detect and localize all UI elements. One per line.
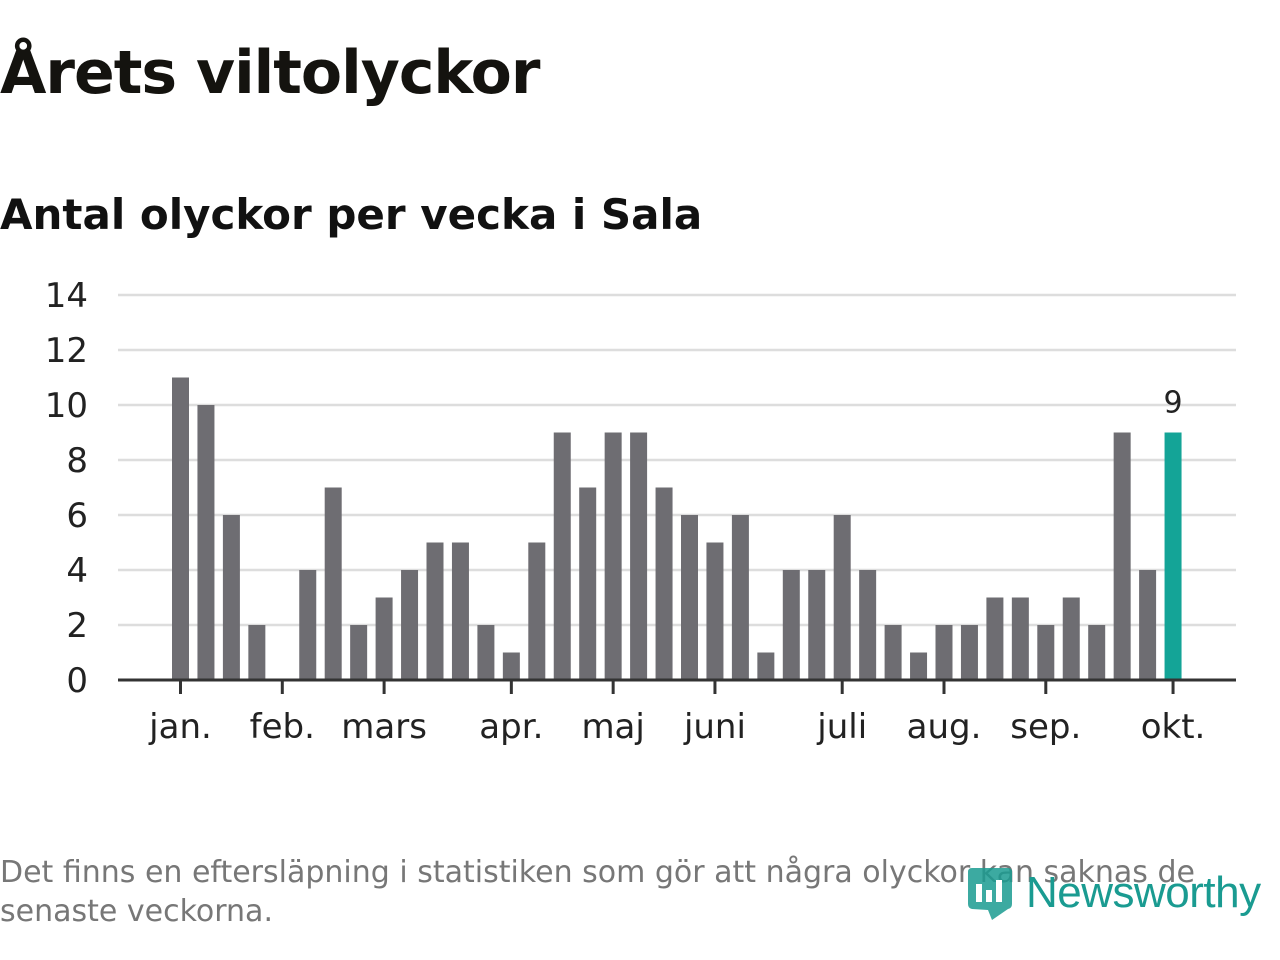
- bar: [451, 542, 469, 680]
- y-tick-label: 6: [66, 496, 88, 536]
- bar: [833, 515, 851, 680]
- x-tick-label: juni: [683, 707, 746, 747]
- x-tick-label: aug.: [907, 707, 982, 747]
- bar: [553, 432, 571, 680]
- x-tick-label: mars: [341, 707, 427, 747]
- x-tick-label: apr.: [479, 707, 543, 747]
- bar: [960, 625, 978, 680]
- x-tick-label: feb.: [250, 707, 315, 747]
- bar: [1139, 570, 1157, 680]
- bar: [1037, 625, 1055, 680]
- newsworthy-logo: Newsworthy: [962, 862, 1261, 924]
- bar: [1011, 597, 1029, 680]
- x-tick-label: jan.: [148, 707, 212, 747]
- bar: [782, 570, 800, 680]
- y-tick-label: 0: [66, 661, 88, 701]
- bar: [1113, 432, 1131, 680]
- bar: [630, 432, 648, 680]
- bar: [222, 515, 240, 680]
- bar: [248, 625, 266, 680]
- gridlines: [118, 293, 1236, 627]
- bar-chart: 0 2 4 6 8 10 12 14 jan. feb. mars apr. maj juni juli a…: [45, 276, 1236, 747]
- x-tick-label: okt.: [1141, 707, 1206, 747]
- bar: [579, 487, 597, 680]
- bar: [401, 570, 419, 680]
- y-tick-label: 12: [45, 331, 88, 371]
- bar: [350, 625, 368, 680]
- bar: [681, 515, 698, 680]
- bar: [910, 652, 928, 680]
- y-tick-label: 14: [45, 276, 88, 316]
- x-axis: jan. feb. mars apr. maj juni juli aug. sep. okt.: [118, 678, 1236, 747]
- bar: [859, 570, 877, 680]
- y-tick-label: 10: [45, 386, 88, 426]
- data-labels: 9: [1164, 386, 1183, 421]
- chart-subtitle: Antal olyckor per vecka i Sala: [0, 190, 703, 239]
- bar: [706, 542, 724, 680]
- highlight-data-label: 9: [1164, 386, 1183, 421]
- bar: [731, 515, 749, 680]
- x-tick-label: maj: [581, 707, 644, 747]
- bar: [935, 625, 953, 680]
- bar: [502, 652, 520, 680]
- bar: [1062, 597, 1080, 680]
- bar: [477, 625, 495, 680]
- bar: [808, 570, 826, 680]
- y-tick-label: 8: [66, 441, 88, 481]
- bar: [757, 652, 775, 680]
- bar: [655, 487, 673, 680]
- y-axis-ticks: 0 2 4 6 8 10 12 14: [45, 276, 88, 701]
- x-tick-label: juli: [816, 707, 867, 747]
- bar: [528, 542, 546, 680]
- bar: [1088, 625, 1106, 680]
- newsworthy-logo-text: Newsworthy: [1026, 868, 1261, 917]
- chart-title: Årets viltolyckor: [0, 38, 540, 108]
- bar: [324, 487, 342, 680]
- bar: [299, 570, 317, 680]
- y-tick-label: 4: [66, 551, 88, 591]
- bar: [197, 405, 215, 680]
- bar: [604, 432, 622, 680]
- newsworthy-logo-icon: [968, 868, 1012, 920]
- bar: [884, 625, 902, 680]
- bars: [172, 377, 1182, 680]
- bar-highlight: [1164, 432, 1182, 680]
- y-tick-label: 2: [66, 606, 88, 646]
- bar: [375, 597, 393, 680]
- bar: [986, 597, 1004, 680]
- x-tick-label: sep.: [1010, 707, 1081, 747]
- bar: [426, 542, 444, 680]
- bar: [172, 377, 189, 680]
